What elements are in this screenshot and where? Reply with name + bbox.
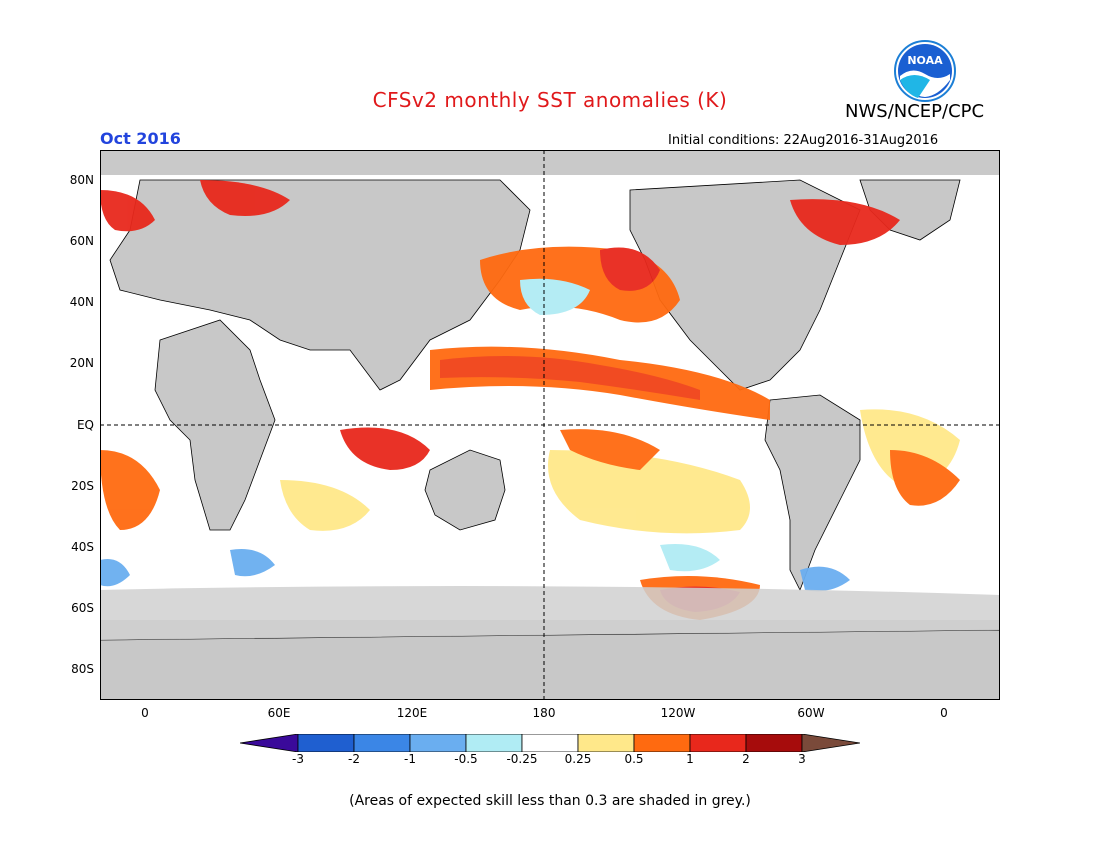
lon-label-60w: 60W [797,706,825,720]
initial-conditions: Initial conditions: 22Aug2016-31Aug2016 [668,133,939,148]
valid-month: Oct 2016 [100,129,181,148]
lat-label-eq: EQ [76,418,94,432]
lon-label-60e: 60E [267,706,291,720]
org-label: NWS/NCEP/CPC [845,101,985,122]
colorbar-tick: 1 [686,752,694,766]
lat-label-20n: 20N [69,356,94,370]
colorbar-swatch [521,734,579,752]
lat-label-80n: 80N [69,173,94,187]
colorbar-tick: 0.5 [624,752,644,766]
colorbar-tick: 2 [742,752,750,766]
lat-label-20s: 20S [71,479,94,493]
colorbar-swatch [689,734,747,752]
lon-label-120w: 120W [660,706,696,720]
colorbar-arrow-high [801,734,860,752]
lon-label-180: 180 [532,706,556,720]
colorbar-swatch [633,734,691,752]
colorbar-swatch [465,734,523,752]
colorbar-swatch [745,734,803,752]
lon-label-0-east: 0 [940,706,948,720]
lat-label-60n: 60N [69,234,94,248]
noaa-logo: NOAA [894,40,956,102]
colorbar-swatch [353,734,411,752]
colorbar-swatch [577,734,635,752]
colorbar-tick: -0.25 [506,752,538,766]
colorbar-tick: 0.25 [564,752,592,766]
lat-label-60s: 60S [71,601,94,615]
svg-text:NOAA: NOAA [907,54,943,67]
lat-label-80s: 80S [71,662,94,676]
colorbar-tick: -2 [348,752,360,766]
lon-label-0-west: 0 [141,706,149,720]
colorbar-swatch [297,734,355,752]
lat-label-40s: 40S [71,540,94,554]
lon-label-120e: 120E [396,706,428,720]
colorbar [240,734,860,752]
colorbar-tick: -0.5 [454,752,478,766]
colorbar-swatch [409,734,467,752]
chart-title: CFSv2 monthly SST anomalies (K) [372,88,728,112]
colorbar-tick: -3 [292,752,304,766]
colorbar-arrow-low [240,734,299,752]
skill-note: (Areas of expected skill less than 0.3 a… [349,793,751,809]
sst-anomaly-map [100,150,1000,700]
colorbar-tick: 3 [798,752,806,766]
colorbar-tick: -1 [404,752,416,766]
lat-label-40n: 40N [69,295,94,309]
